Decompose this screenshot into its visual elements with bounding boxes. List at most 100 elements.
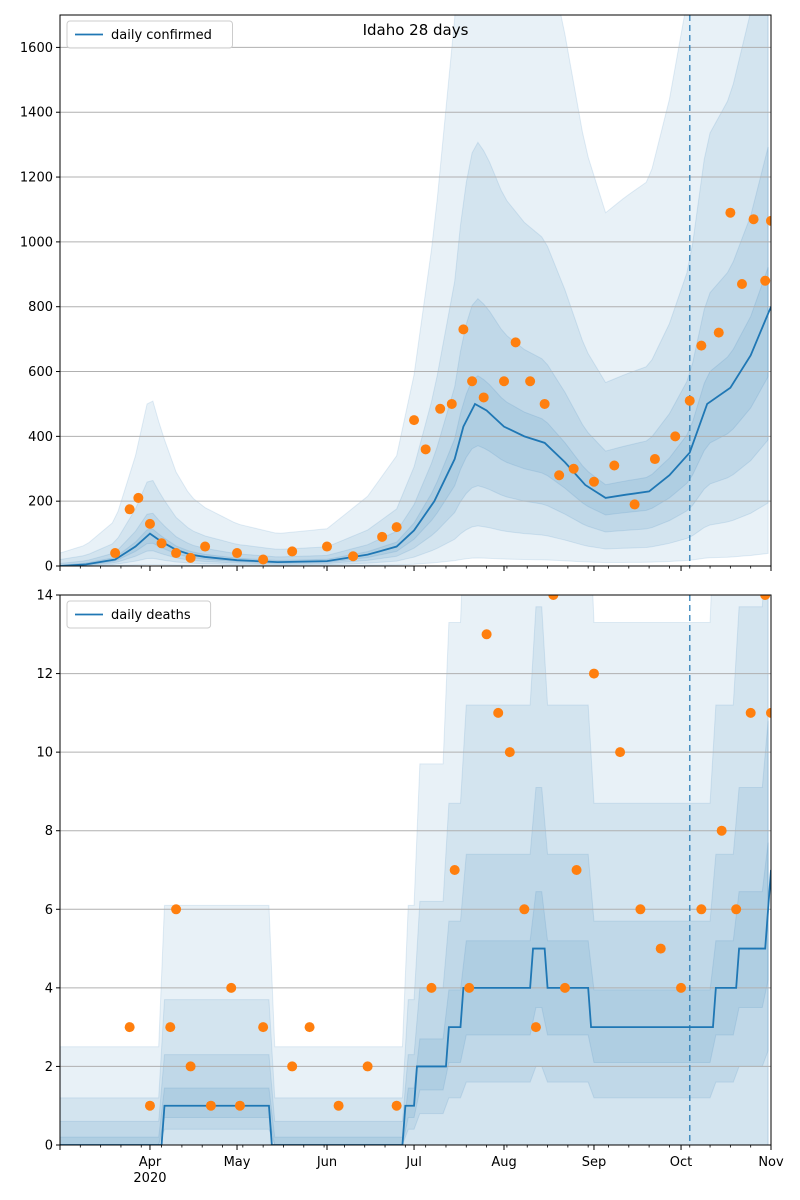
uncertainty-band [60,595,769,1145]
data-point [458,324,469,335]
x-tick-label: Jun [316,1155,337,1170]
data-point [609,460,620,471]
x-tick-label: Oct [670,1155,692,1170]
data-point [499,376,510,387]
data-point [571,865,582,875]
data-point [226,982,237,993]
y-tick-label: 200 [28,495,53,510]
data-point [124,504,135,515]
uncertainty-band [60,595,769,1145]
data-point [766,215,771,226]
data-point [760,595,771,600]
data-point [348,551,359,562]
y-tick-label: 400 [28,430,53,445]
data-point [258,1022,269,1033]
y-tick-label: 8 [45,824,53,839]
data-point [171,904,182,915]
axes-frame [59,594,772,1146]
y-tick-label: 10 [36,746,53,761]
data-point [478,392,489,403]
data-point [588,668,599,679]
data-point [519,904,530,915]
data-point [467,376,478,387]
data-point [144,1100,155,1111]
x-tick-label: Jul [405,1155,422,1170]
data-point [766,707,771,718]
y-tick-label: 800 [28,300,53,315]
data-point [144,518,155,529]
data-point [736,279,747,290]
data-point [525,376,536,387]
data-point [615,747,626,758]
data-point [676,982,687,993]
data-point [670,431,681,442]
data-point [588,476,599,487]
data-point [629,499,640,510]
data-point [185,1061,196,1072]
data-point [377,531,388,542]
data-point [362,1061,373,1072]
data-point [635,904,646,915]
x-tick-label: Nov [758,1155,784,1170]
uncertainty-band [60,842,769,1145]
data-point [205,1100,216,1111]
legend-label: daily deaths [111,608,191,623]
y-tick-label: 1200 [20,171,53,186]
data-point [110,548,121,559]
data-point [731,904,742,915]
y-tick-label: 1600 [20,41,53,56]
data-point [760,275,771,286]
data-point [426,982,437,993]
axes-frame [59,14,772,567]
legend: daily confirmed [66,20,233,49]
series-line [60,869,771,1145]
data-point [156,538,167,549]
uncertainty-band [60,720,769,1145]
data-point [321,541,332,552]
data-point [420,444,431,455]
data-point [446,398,457,409]
x-tick-label: 2020 [133,1171,166,1186]
data-point [464,982,475,993]
data-point [258,554,269,565]
data-point [391,1100,402,1111]
legend-box [66,20,233,49]
data-point [504,747,515,758]
data-point [449,865,460,875]
data-point [304,1022,315,1033]
x-tick-label: Apr [139,1155,162,1170]
data-point [287,1061,298,1072]
x-tick-label: Sep [582,1155,607,1170]
series-line [60,306,771,566]
data-point [554,470,565,481]
data-point [696,340,707,351]
data-point [391,522,402,533]
data-point [171,548,182,559]
data-point [655,943,666,954]
data-point [287,546,298,557]
y-tick-label: 6 [45,903,53,918]
uncertainty-band [60,15,769,566]
data-point [559,982,570,993]
y-tick-label: 0 [45,1139,53,1154]
data-point [568,463,579,474]
data-point [510,337,521,348]
data-point [713,327,724,338]
y-tick-label: 600 [28,365,53,380]
data-point [409,415,420,426]
y-tick-label: 2 [45,1060,53,1075]
y-tick-label: 0 [45,560,53,575]
legend: daily deaths [66,600,212,629]
data-point [124,1022,135,1033]
data-point [748,214,759,225]
data-point [745,707,756,718]
data-point [232,548,243,559]
data-point [481,629,492,640]
confirmed-chart: 0 200 400 600 800 1000 1200 1400 1600 Idaho 28 da… [20,14,772,575]
data-point [435,403,446,414]
y-tick-label: 1400 [20,106,53,121]
data-point [684,395,695,406]
uncertainty-band [60,146,769,566]
